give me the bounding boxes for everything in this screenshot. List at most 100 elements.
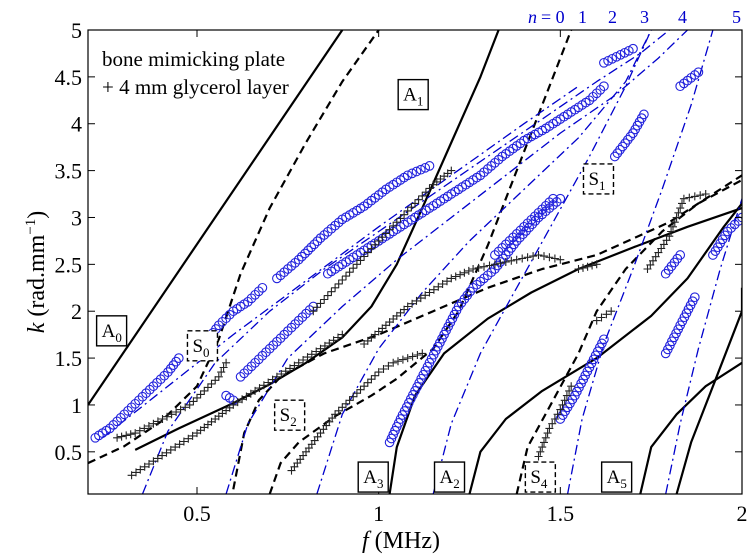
- n-label-4: 4: [678, 7, 687, 27]
- measured-circle-point: [156, 375, 165, 384]
- measured-plus-point: [200, 387, 208, 395]
- measured-plus-point: [353, 389, 361, 397]
- measured-plus-point: [544, 429, 552, 437]
- mode-label-S2: S2: [275, 400, 305, 430]
- measured-plus-point: [335, 280, 343, 288]
- measured-circle-point: [294, 316, 303, 325]
- measured-plus-point: [364, 379, 372, 387]
- measured-plus-point: [197, 390, 205, 398]
- measured-plus-point: [538, 443, 546, 451]
- measured-plus-point: [208, 380, 216, 388]
- measured-circle-point: [218, 318, 227, 327]
- x-axis-unit: (MHz): [369, 528, 440, 554]
- measured-circle-point: [280, 330, 289, 339]
- measured-circle-point: [600, 82, 609, 91]
- y-tick-label: 4: [71, 112, 82, 137]
- y-axis-var: k: [24, 322, 50, 333]
- measured-plus-point: [452, 273, 460, 281]
- measured-plus-point: [342, 400, 350, 408]
- measured-circle-point: [247, 294, 256, 303]
- mode-curve-dashdot: [317, 30, 651, 494]
- y-tick-label: 1: [71, 393, 82, 418]
- measured-plus-point: [696, 191, 704, 199]
- measured-plus-point: [399, 356, 407, 364]
- measured-plus-point: [559, 401, 567, 409]
- mode-curve-dashdot: [433, 30, 651, 494]
- measured-plus-point: [407, 203, 415, 211]
- measured-plus-point: [324, 292, 332, 300]
- measured-plus-point: [204, 383, 212, 391]
- mode-curve-dashed: [517, 180, 742, 494]
- y-tick-label: 5: [71, 18, 82, 43]
- measured-plus-point: [346, 268, 354, 276]
- measured-circle-point: [113, 417, 122, 426]
- measured-plus-point: [118, 433, 126, 441]
- x-tick-label: 0.5: [183, 501, 211, 526]
- measured-plus-point: [349, 264, 357, 272]
- measured-plus-point: [367, 375, 375, 383]
- measured-circle-point: [251, 291, 260, 300]
- x-tick-label: 2: [737, 501, 747, 526]
- measured-plus-point: [127, 430, 135, 438]
- measured-circle-point: [109, 421, 118, 430]
- measured-plus-point: [565, 387, 573, 395]
- x-tick-label: 1: [373, 501, 384, 526]
- measured-plus-point: [685, 194, 693, 202]
- measured-plus-point: [518, 255, 526, 263]
- measured-plus-point: [394, 357, 402, 365]
- n-label-2: 2: [608, 7, 617, 27]
- mode-label-A0: A0: [97, 316, 127, 346]
- mode-label-S0: S0: [187, 331, 217, 361]
- measured-circle-point: [596, 86, 605, 95]
- n-labels: n = 0 1 2 3 4 5: [528, 7, 741, 27]
- measured-circle-point: [142, 389, 151, 398]
- y-tick-label: 2.5: [55, 252, 83, 277]
- measured-plus-point: [575, 265, 583, 273]
- measured-plus-point: [691, 192, 699, 200]
- measured-circle-point: [153, 378, 162, 387]
- measured-circle-point: [287, 323, 296, 332]
- measured-plus-point: [540, 252, 548, 260]
- measured-plus-point: [676, 204, 684, 212]
- measured-circle-point: [494, 247, 503, 256]
- measured-circle-point: [284, 327, 293, 336]
- mode-curve-dashdot: [666, 199, 742, 494]
- measured-plus-point: [545, 253, 553, 261]
- measured-plus-point: [193, 394, 201, 402]
- measured-plus-point: [465, 267, 473, 275]
- measured-plus-point: [680, 195, 688, 203]
- measured-plus-point: [563, 392, 571, 400]
- n-label-1: 1: [578, 7, 587, 27]
- measured-plus-point: [411, 199, 419, 207]
- measured-plus-point: [327, 288, 335, 296]
- n-label-3: 3: [640, 7, 649, 27]
- measured-plus-point: [404, 354, 412, 362]
- measured-circle-point: [254, 355, 263, 364]
- measured-circle-point: [247, 362, 256, 371]
- y-axis-close: ): [24, 211, 50, 219]
- measured-plus-point: [342, 272, 350, 280]
- n-label-5: 5: [732, 7, 741, 27]
- x-axis-label: f (MHz): [362, 528, 440, 554]
- measured-circle-point: [131, 400, 140, 409]
- measured-circle-point: [251, 359, 260, 368]
- measured-plus-point: [113, 434, 121, 442]
- measured-circle-point: [727, 224, 736, 233]
- measured-circle-point: [236, 373, 245, 382]
- measured-circle-point: [160, 371, 169, 380]
- measured-plus-point: [678, 199, 686, 207]
- measured-circle-point: [273, 337, 282, 346]
- mode-label-S4: S4: [525, 462, 555, 492]
- measured-circle-point: [244, 366, 253, 375]
- measured-circle-point: [258, 284, 267, 293]
- measured-circle-point: [135, 396, 144, 405]
- mode-curve-solid: [640, 363, 742, 494]
- x-tick-label: 1.5: [547, 501, 575, 526]
- mode-label-A1: A1: [398, 80, 428, 110]
- measured-plus-point: [320, 296, 328, 304]
- measured-circle-point: [269, 341, 278, 350]
- measured-circle-point: [265, 344, 274, 353]
- mode-label-S1: S1: [583, 164, 613, 194]
- y-tick-label: 3.5: [55, 159, 83, 184]
- y-tick-label: 2: [71, 299, 82, 324]
